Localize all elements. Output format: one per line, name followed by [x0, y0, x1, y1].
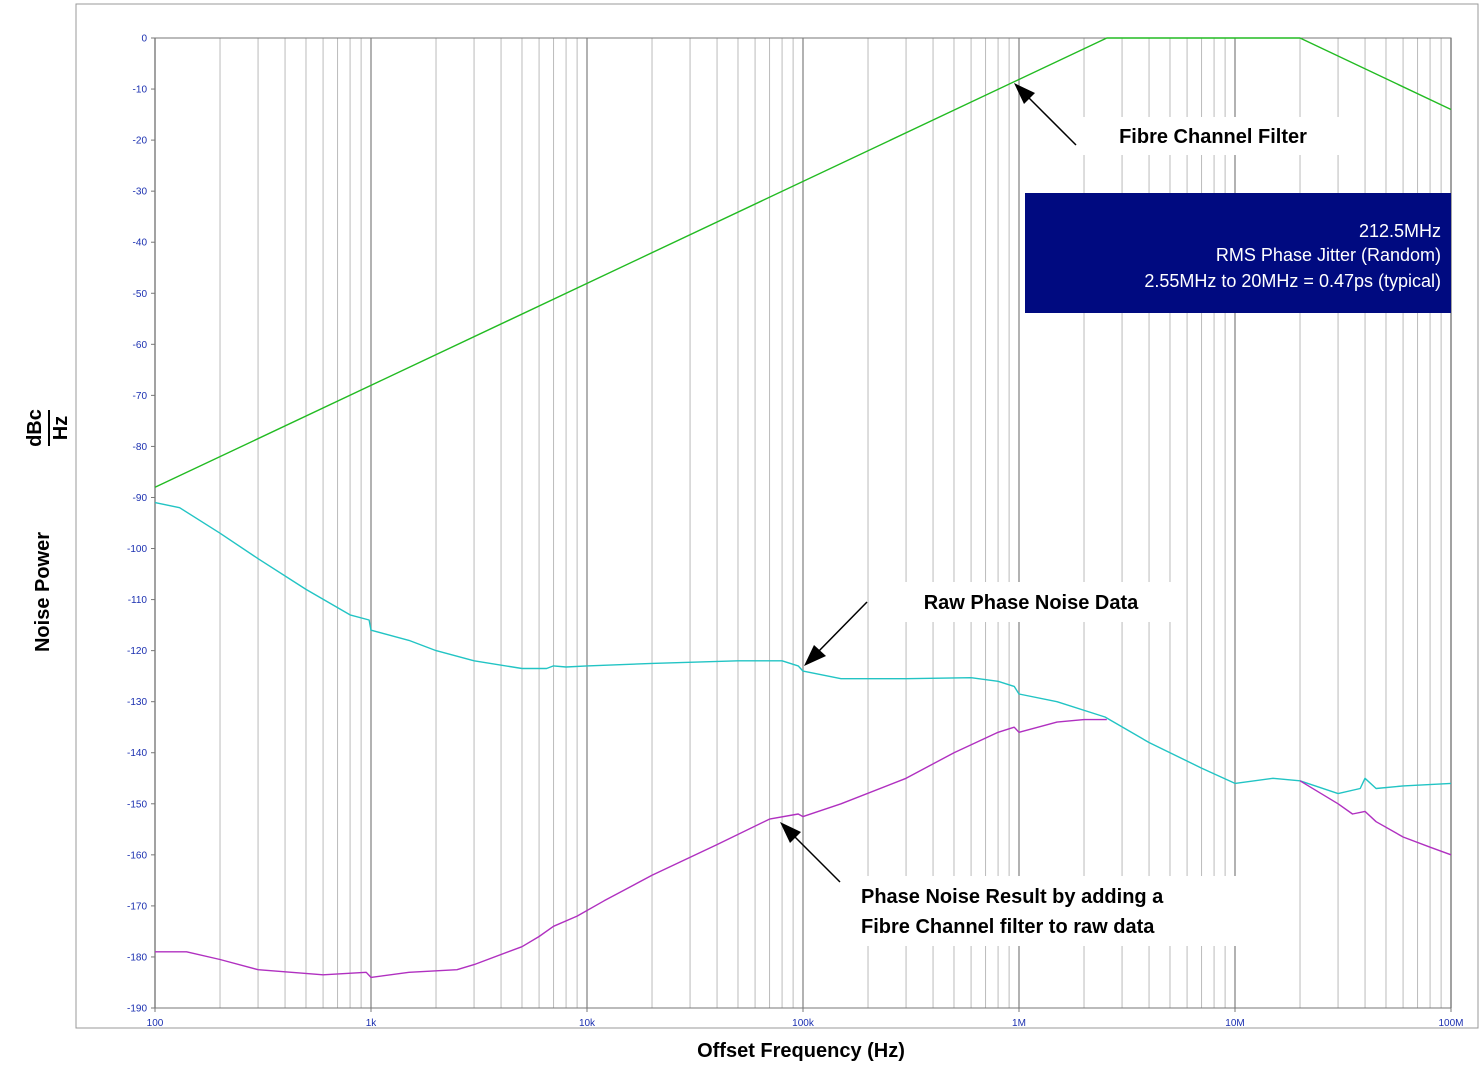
- raw-annotation-arrow: [815, 601, 868, 655]
- x-tick-label: 100k: [792, 1018, 815, 1029]
- x-tick-label: 1k: [366, 1018, 378, 1029]
- y-axis-title: Noise Power: [32, 532, 54, 652]
- y-axis-unit-bottom: Hz: [50, 416, 72, 440]
- y-tick-label: -50: [133, 289, 148, 300]
- info-box-frequency: 212.5MHz: [1359, 221, 1441, 241]
- info-box-jitter-label: RMS Phase Jitter (Random): [1216, 245, 1441, 265]
- series-line-2: [154, 501, 1452, 795]
- y-tick-label: -70: [133, 391, 148, 402]
- series-line-4: [1299, 780, 1452, 856]
- filter-label-bg: [1078, 117, 1348, 155]
- y-axis-unit-top: dBc: [24, 409, 46, 447]
- jitter-info-box: [1025, 193, 1451, 313]
- result-annotation-label-line2: Fibre Channel filter to raw data: [861, 916, 1155, 938]
- result-annotation-label-line1: Phase Noise Result by adding a: [861, 886, 1164, 908]
- result-annotation-arrow: [791, 833, 841, 883]
- y-tick-label: -170: [127, 901, 147, 912]
- series-lines: [154, 37, 1452, 979]
- chart-frame: [75, 3, 1479, 1029]
- y-tick-label: -90: [133, 493, 148, 504]
- grid: [151, 37, 1452, 1009]
- y-tick-label: 0: [141, 34, 147, 45]
- y-tick-label: -10: [133, 85, 148, 96]
- y-tick-label: -20: [133, 136, 148, 147]
- series-line-3: [155, 718, 1107, 979]
- y-tick-label: -160: [127, 850, 147, 861]
- y-tick-label: -140: [127, 748, 147, 759]
- y-tick-label: -100: [127, 544, 147, 555]
- y-tick-label: -40: [133, 238, 148, 249]
- y-tick-label: -190: [127, 1004, 147, 1015]
- raw-annotation-label: Raw Phase Noise Data: [924, 592, 1139, 614]
- result-label-bg: [842, 876, 1272, 946]
- x-axis-title: Offset Frequency (Hz): [697, 1040, 905, 1062]
- y-tick-label: -180: [127, 952, 147, 963]
- x-tick-label: 100: [147, 1018, 164, 1029]
- x-tick-label: 100M: [1438, 1018, 1463, 1029]
- x-tick-labels: 100 1k 10k 100k 1M 10M 100M: [147, 1008, 1464, 1029]
- y-tick-label: -30: [133, 187, 148, 198]
- y-tick-label: -60: [133, 340, 148, 351]
- y-tick-label: -150: [127, 799, 147, 810]
- y-tick-label: -130: [127, 697, 147, 708]
- y-tick-label: -110: [128, 595, 148, 606]
- raw-label-bg: [870, 582, 1175, 622]
- series-line-1: [154, 37, 1452, 488]
- x-tick-label: 10k: [579, 1018, 596, 1029]
- y-tick-labels: 0 -10 -20 -30 -40 -50 -60 -70 -80 -90 -100 -110 -120…: [127, 34, 147, 1015]
- result-annotation-arrowhead: [780, 822, 801, 843]
- y-axis-title-group: Noise Power dBc Hz: [24, 409, 72, 652]
- y-tick-label: -80: [133, 442, 148, 453]
- y-tick-label: -120: [127, 646, 147, 657]
- x-tick-label: 10M: [1225, 1018, 1244, 1029]
- info-box-jitter-value: 2.55MHz to 20MHz = 0.47ps (typical): [1144, 271, 1441, 291]
- raw-annotation-arrowhead: [804, 645, 826, 666]
- filter-annotation-arrow: [1023, 92, 1077, 146]
- filter-annotation-arrowhead: [1014, 83, 1035, 104]
- filter-annotation-label: Fibre Channel Filter: [1119, 126, 1307, 148]
- x-tick-label: 1M: [1012, 1018, 1026, 1029]
